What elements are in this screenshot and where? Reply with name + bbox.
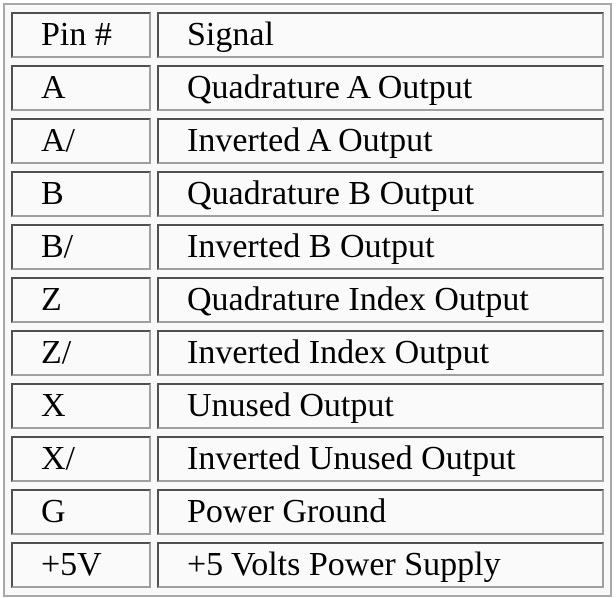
table-row: A Quadrature A Output bbox=[11, 65, 604, 111]
pin-cell: +5V bbox=[11, 542, 151, 588]
signal-cell: Inverted Unused Output bbox=[157, 436, 604, 482]
signal-cell: Inverted Index Output bbox=[157, 330, 604, 376]
pin-cell: X bbox=[11, 383, 151, 429]
table-row: Z Quadrature Index Output bbox=[11, 277, 604, 323]
table-row: A/Inverted A Output bbox=[11, 118, 604, 164]
header-signal: Signal bbox=[157, 12, 604, 58]
signal-cell: Quadrature Index Output bbox=[157, 277, 604, 323]
table-row: B Quadrature B Output bbox=[11, 171, 604, 217]
pin-signal-table: Pin # Signal A Quadrature A Output A/Inver… bbox=[3, 3, 612, 597]
signal-cell: Inverted B Output bbox=[157, 224, 604, 270]
signal-cell: +5 Volts Power Supply bbox=[157, 542, 604, 588]
pin-cell: A/ bbox=[11, 118, 151, 164]
pin-cell: X/ bbox=[11, 436, 151, 482]
header-row: Pin # Signal bbox=[11, 12, 604, 58]
pin-cell: B bbox=[11, 171, 151, 217]
signal-cell: Quadrature B Output bbox=[157, 171, 604, 217]
header-pin: Pin # bbox=[11, 12, 151, 58]
table-row: G Power Ground bbox=[11, 489, 604, 535]
signal-cell: Unused Output bbox=[157, 383, 604, 429]
signal-cell: Inverted A Output bbox=[157, 118, 604, 164]
table-row: X Unused Output bbox=[11, 383, 604, 429]
pin-cell: G bbox=[11, 489, 151, 535]
table-row: +5V +5 Volts Power Supply bbox=[11, 542, 604, 588]
pin-cell: Z/ bbox=[11, 330, 151, 376]
signal-cell: Power Ground bbox=[157, 489, 604, 535]
table-row: Z/Inverted Index Output bbox=[11, 330, 604, 376]
pin-cell: B/ bbox=[11, 224, 151, 270]
pin-cell: Z bbox=[11, 277, 151, 323]
pin-cell: A bbox=[11, 65, 151, 111]
table-row: X/Inverted Unused Output bbox=[11, 436, 604, 482]
table-row: B/Inverted B Output bbox=[11, 224, 604, 270]
signal-cell: Quadrature A Output bbox=[157, 65, 604, 111]
